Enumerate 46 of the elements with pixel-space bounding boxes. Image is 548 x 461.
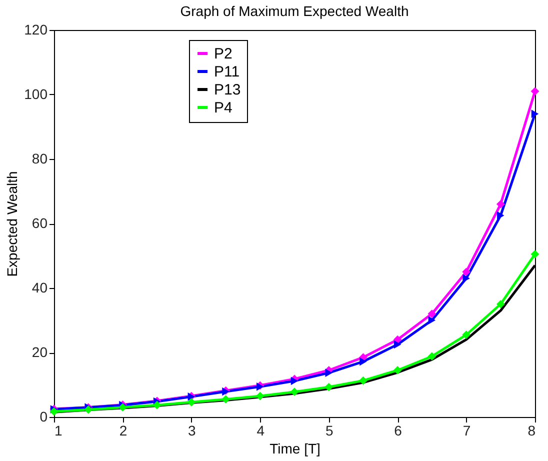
point	[428, 352, 436, 361]
point	[187, 398, 196, 406]
point	[324, 382, 334, 392]
point	[394, 340, 402, 349]
point	[256, 392, 264, 400]
point	[360, 357, 367, 366]
point	[462, 330, 470, 339]
point	[222, 395, 230, 404]
point	[496, 300, 505, 308]
point	[428, 310, 436, 318]
legend-label: P13	[214, 82, 241, 98]
point	[462, 268, 470, 276]
y-tick-label: 0	[40, 408, 48, 424]
legend-label: P11	[214, 64, 240, 80]
y-tick-label: 20	[32, 344, 48, 360]
point	[531, 110, 539, 118]
point	[428, 316, 436, 324]
x-tick-label: 7	[462, 422, 471, 438]
point	[393, 366, 402, 374]
point	[359, 376, 368, 385]
x-tick-label: 2	[119, 422, 128, 438]
y-axis-title: Expected Wealth	[4, 171, 20, 277]
legend-label: P2	[214, 46, 232, 62]
point	[325, 368, 332, 377]
y-tick-label: 40	[32, 280, 48, 296]
x-tick-label: 4	[256, 422, 265, 438]
x-axis-title: Time [T]	[270, 440, 320, 456]
point	[118, 403, 127, 412]
x-tick-label: 3	[188, 422, 196, 438]
x-tick-label: 8	[528, 422, 536, 438]
point	[496, 200, 505, 208]
point	[152, 400, 162, 410]
point	[84, 405, 93, 414]
y-tick-label: 60	[32, 215, 48, 231]
point	[290, 388, 299, 396]
point	[530, 87, 540, 96]
x-tick-label: 5	[325, 422, 334, 438]
y-tick-label: 80	[32, 150, 48, 166]
point	[497, 211, 504, 220]
chart-title: Graph of Maximum Expected Wealth	[180, 3, 409, 19]
legend-label: P4	[214, 100, 232, 116]
y-tick-label: 100	[24, 86, 48, 102]
x-tick-label: 1	[54, 422, 62, 438]
point	[530, 250, 540, 258]
x-tick-label: 6	[394, 422, 402, 438]
y-tick-label: 120	[24, 22, 48, 38]
